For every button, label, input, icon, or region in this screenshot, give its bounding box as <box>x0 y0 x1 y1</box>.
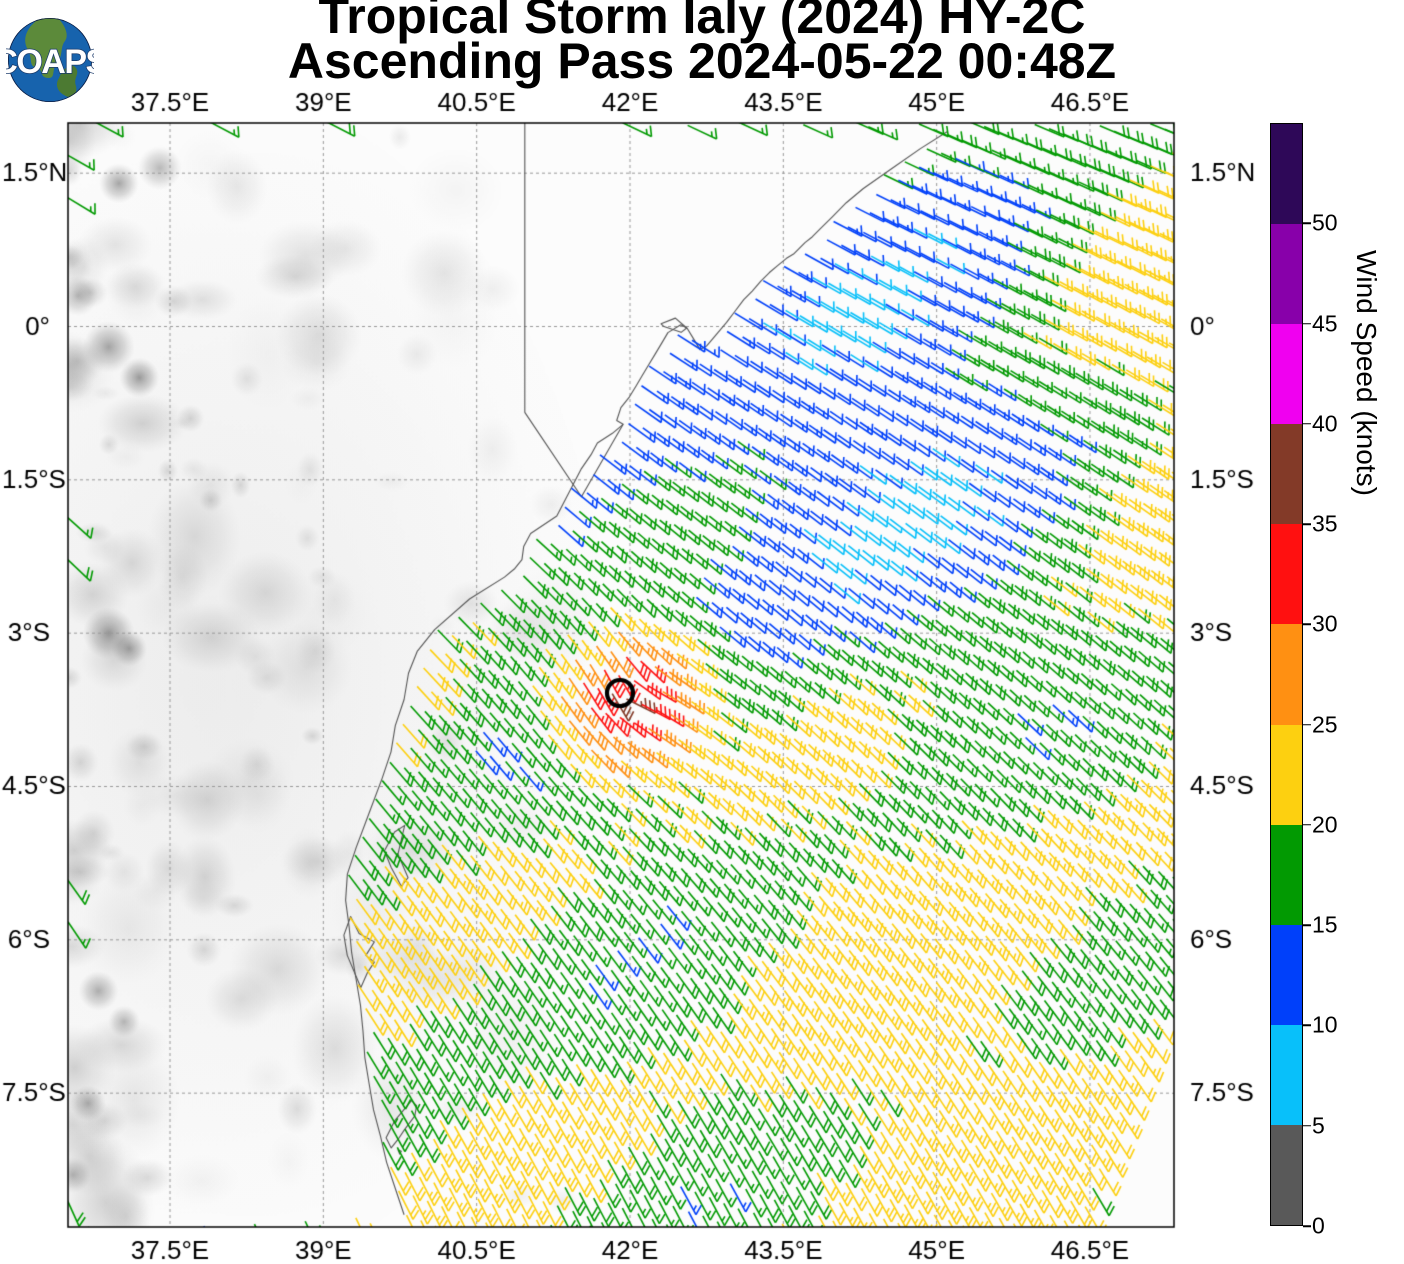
svg-text:COAPS: COAPS <box>6 43 94 81</box>
